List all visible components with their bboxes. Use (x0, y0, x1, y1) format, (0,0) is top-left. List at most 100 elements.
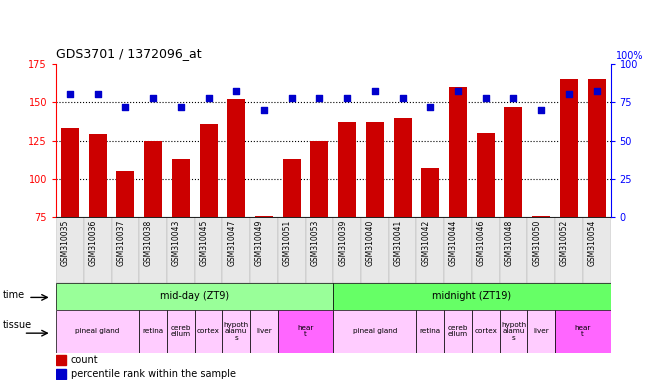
Bar (333, 310, 416, 353)
Bar (172, 159, 190, 217)
Text: GSM310049: GSM310049 (255, 219, 264, 266)
Point (453, 88, 463, 94)
Bar (587, 79, 606, 217)
Text: hypoth
alamu
s: hypoth alamu s (501, 321, 526, 341)
Text: midnight (ZT19): midnight (ZT19) (432, 291, 512, 301)
Bar (310, 141, 329, 217)
Text: GSM310040: GSM310040 (366, 219, 375, 266)
Bar (278, 217, 306, 283)
Text: cereb
ellum: cereb ellum (447, 325, 469, 337)
Text: GSM310051: GSM310051 (282, 219, 292, 266)
Bar (477, 133, 495, 217)
Text: mid-day (ZT9): mid-day (ZT9) (160, 291, 229, 301)
Point (65, 91, 75, 98)
Bar (88, 134, 107, 217)
Text: GSM310046: GSM310046 (477, 219, 486, 266)
Bar (56, 355, 66, 365)
Text: GSM310043: GSM310043 (172, 219, 181, 266)
Bar (195, 217, 222, 283)
Bar (416, 217, 444, 283)
Bar (116, 171, 135, 217)
Point (176, 104, 186, 110)
Text: pineal gland: pineal gland (352, 328, 397, 334)
Bar (366, 122, 384, 217)
Bar (555, 217, 583, 283)
Point (342, 94, 352, 101)
Text: cortex: cortex (475, 328, 497, 334)
Point (397, 94, 408, 101)
Text: hypoth
alamu
s: hypoth alamu s (224, 321, 249, 341)
Bar (139, 310, 167, 353)
Bar (338, 122, 356, 217)
Text: time: time (3, 290, 25, 300)
Text: GSM310052: GSM310052 (560, 219, 569, 266)
Text: GSM310041: GSM310041 (393, 219, 403, 266)
Bar (472, 217, 500, 283)
Bar (500, 217, 527, 283)
Bar (278, 310, 333, 353)
Point (425, 104, 436, 110)
Bar (416, 310, 444, 353)
Text: liver: liver (256, 328, 272, 334)
Text: retina: retina (143, 328, 164, 334)
Text: count: count (71, 355, 98, 365)
Text: percentile rank within the sample: percentile rank within the sample (71, 369, 236, 379)
Text: GSM310042: GSM310042 (421, 219, 430, 266)
Text: cereb
ellum: cereb ellum (170, 325, 191, 337)
Point (591, 88, 602, 94)
Point (231, 88, 242, 94)
Bar (361, 217, 389, 283)
Bar (250, 217, 278, 283)
Text: GSM310050: GSM310050 (532, 219, 541, 266)
Text: GSM310039: GSM310039 (338, 219, 347, 266)
Bar (61, 128, 79, 217)
Bar (227, 99, 246, 217)
Bar (444, 310, 472, 353)
Text: GSM310047: GSM310047 (227, 219, 236, 266)
Bar (56, 283, 333, 310)
Text: GDS3701 / 1372096_at: GDS3701 / 1372096_at (56, 47, 202, 60)
Bar (195, 310, 222, 353)
Bar (333, 217, 361, 283)
Text: liver: liver (533, 328, 549, 334)
Point (259, 107, 269, 113)
Text: GSM310037: GSM310037 (116, 219, 125, 266)
Point (536, 107, 546, 113)
Bar (527, 310, 555, 353)
Bar (449, 87, 467, 217)
Point (92, 91, 103, 98)
Bar (167, 217, 195, 283)
Bar (56, 310, 139, 353)
Bar (583, 217, 610, 283)
Point (314, 94, 325, 101)
Text: hear
t: hear t (298, 325, 314, 337)
Bar (84, 217, 112, 283)
Bar (421, 168, 440, 217)
Bar (282, 159, 301, 217)
Bar (167, 310, 195, 353)
Bar (500, 310, 527, 353)
Bar (144, 141, 162, 217)
Bar (139, 217, 167, 283)
Bar (199, 124, 218, 217)
Bar (112, 217, 139, 283)
Bar (560, 79, 578, 217)
Bar (306, 217, 333, 283)
Point (480, 94, 491, 101)
Point (286, 94, 297, 101)
Text: retina: retina (420, 328, 441, 334)
Text: cortex: cortex (197, 328, 220, 334)
Bar (527, 217, 555, 283)
Text: GSM310036: GSM310036 (88, 219, 98, 266)
Bar (222, 217, 250, 283)
Text: tissue: tissue (3, 319, 32, 329)
Text: GSM310048: GSM310048 (504, 219, 513, 266)
Text: hear
t: hear t (575, 325, 591, 337)
Bar (393, 118, 412, 217)
Point (203, 94, 214, 101)
Point (508, 94, 519, 101)
Point (370, 88, 380, 94)
Point (120, 104, 131, 110)
Text: GSM310035: GSM310035 (61, 219, 70, 266)
Bar (444, 217, 472, 283)
